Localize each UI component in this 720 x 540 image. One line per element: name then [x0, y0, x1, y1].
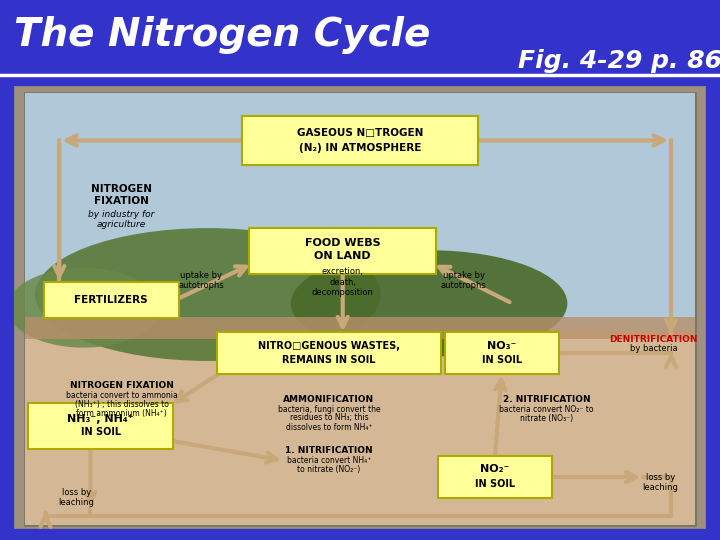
Text: IN SOIL: IN SOIL: [482, 355, 522, 365]
Text: FOOD WEBS: FOOD WEBS: [305, 238, 381, 248]
Text: DENITRIFICATION: DENITRIFICATION: [610, 335, 698, 344]
FancyBboxPatch shape: [249, 228, 436, 274]
Text: bacteria, fungi convert the: bacteria, fungi convert the: [278, 405, 380, 414]
Text: AMMONIFICATION: AMMONIFICATION: [284, 395, 374, 404]
Ellipse shape: [7, 268, 160, 348]
Text: (N₂) IN ATMOSPHERE: (N₂) IN ATMOSPHERE: [299, 143, 421, 152]
Text: FERTILIZERS: FERTILIZERS: [74, 295, 148, 305]
Text: to nitrate (NO₂⁻): to nitrate (NO₂⁻): [297, 465, 361, 474]
Text: uptake by
autotrophs: uptake by autotrophs: [441, 271, 487, 290]
Text: loss by
leaching: loss by leaching: [643, 473, 679, 492]
Text: The Nitrogen Cycle: The Nitrogen Cycle: [14, 16, 431, 54]
Text: GASEOUS N□TROGEN: GASEOUS N□TROGEN: [297, 128, 423, 138]
Text: form ammonium (NH₄⁺): form ammonium (NH₄⁺): [76, 409, 167, 417]
Ellipse shape: [291, 250, 567, 356]
FancyBboxPatch shape: [217, 333, 441, 374]
Text: IN SOIL: IN SOIL: [81, 427, 121, 437]
Text: (NH₃⁺) ; this dissolves to: (NH₃⁺) ; this dissolves to: [75, 400, 168, 409]
FancyBboxPatch shape: [44, 282, 179, 318]
Text: NO₃⁻: NO₃⁻: [487, 341, 516, 352]
Text: NITROGEN
FIXATION: NITROGEN FIXATION: [91, 184, 152, 206]
Text: NITRO□GENOUS WASTES,: NITRO□GENOUS WASTES,: [258, 341, 400, 352]
Text: ON LAND: ON LAND: [315, 251, 371, 260]
Bar: [24, 316, 696, 339]
Text: excretion,
death,
decomposition: excretion, death, decomposition: [312, 267, 374, 297]
Bar: [24, 93, 696, 330]
FancyBboxPatch shape: [445, 333, 559, 374]
Text: 2. NITRIFICATION: 2. NITRIFICATION: [503, 395, 590, 404]
FancyBboxPatch shape: [438, 456, 552, 498]
Text: dissolves to form NH₄⁺: dissolves to form NH₄⁺: [286, 423, 372, 432]
FancyBboxPatch shape: [14, 86, 706, 529]
Text: by industry for
agriculture: by industry for agriculture: [89, 210, 155, 229]
Text: NH₃⁻, NH₄⁺: NH₃⁻, NH₄⁺: [68, 414, 134, 423]
Ellipse shape: [35, 228, 381, 361]
Text: REMAINS IN SOIL: REMAINS IN SOIL: [282, 355, 376, 365]
Text: by bacteria: by bacteria: [630, 345, 678, 354]
FancyBboxPatch shape: [28, 403, 174, 449]
Text: residues to NH₃; this: residues to NH₃; this: [289, 413, 368, 422]
Text: bacteria convert to ammonia: bacteria convert to ammonia: [66, 391, 177, 400]
Text: nitrate (NO₃⁻): nitrate (NO₃⁻): [520, 414, 573, 423]
Text: NO₂⁻: NO₂⁻: [480, 464, 510, 475]
Text: bacteria convert NO₂⁻ to: bacteria convert NO₂⁻ to: [500, 405, 594, 414]
Text: uptake by
autotrophs: uptake by autotrophs: [178, 271, 224, 290]
Text: NITROGEN FIXATION: NITROGEN FIXATION: [70, 381, 174, 390]
Text: Fig. 4-29 p. 86: Fig. 4-29 p. 86: [518, 49, 720, 73]
FancyBboxPatch shape: [243, 116, 477, 165]
Text: loss by
leaching: loss by leaching: [58, 488, 94, 507]
Text: IN SOIL: IN SOIL: [474, 478, 515, 489]
Text: 1. NITRIFICATION: 1. NITRIFICATION: [285, 446, 373, 455]
Text: bacteria convert NH₄⁺: bacteria convert NH₄⁺: [287, 456, 371, 465]
Bar: [24, 330, 696, 525]
